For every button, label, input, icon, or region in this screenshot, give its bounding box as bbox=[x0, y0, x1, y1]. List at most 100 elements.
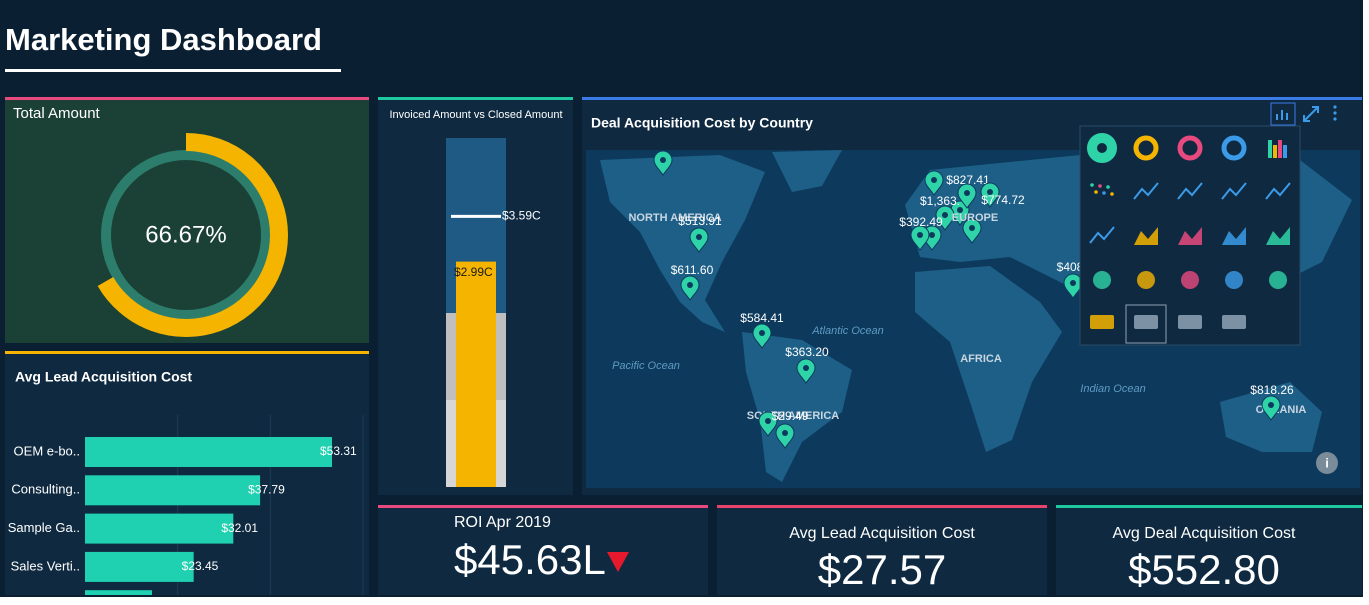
down-arrow bbox=[607, 552, 629, 572]
donut-ring bbox=[101, 150, 271, 320]
pin-dot bbox=[1070, 280, 1076, 286]
value-label: $37.79 bbox=[248, 482, 285, 496]
panel-title: Total Amount bbox=[13, 105, 101, 122]
ocean-label: Atlantic Ocean bbox=[811, 325, 884, 337]
panel-accent bbox=[1056, 505, 1362, 508]
bar-chart: OEM e-bo.. $53.31 Consulting.. $37.79 Sample… bbox=[8, 415, 364, 595]
title-underline bbox=[5, 69, 341, 72]
picker-icon bbox=[1089, 226, 1115, 244]
pin-dot bbox=[803, 365, 809, 371]
category-label: Sample Ga.. bbox=[8, 520, 80, 535]
panel-accent bbox=[582, 97, 1362, 100]
pin-dot bbox=[782, 430, 788, 436]
ocean-label: Indian Ocean bbox=[1080, 383, 1145, 395]
picker-icon bbox=[1222, 227, 1246, 245]
unlabeled-pins bbox=[653, 150, 982, 449]
value-label: $53.31 bbox=[320, 444, 357, 458]
picker-icon bbox=[1137, 271, 1155, 289]
picker-icon bbox=[1087, 133, 1117, 163]
pin-dot bbox=[687, 282, 693, 288]
picker-icon bbox=[1133, 182, 1159, 200]
panel-kpi bbox=[717, 505, 1047, 595]
bar bbox=[85, 437, 333, 467]
picker-icon bbox=[1225, 271, 1243, 289]
pin-dot bbox=[964, 190, 970, 196]
chart-type-button[interactable] bbox=[1270, 102, 1296, 126]
marker-label: $611.60 bbox=[671, 263, 714, 277]
bar bbox=[85, 590, 152, 595]
marker-label: $818.26 bbox=[1250, 383, 1294, 397]
continent bbox=[915, 266, 1062, 452]
continent bbox=[772, 150, 842, 192]
picker-icon bbox=[1106, 185, 1110, 189]
marker-label: $827.41 bbox=[946, 173, 990, 187]
category-label: OEM e-bo.. bbox=[14, 443, 80, 458]
expand-button[interactable] bbox=[1303, 106, 1319, 122]
panel-title: Avg Lead Acquisition Cost bbox=[15, 369, 192, 385]
pin-dot bbox=[765, 418, 771, 424]
panel-accent bbox=[378, 97, 573, 100]
panel-accent bbox=[5, 351, 369, 354]
kpi-title: Avg Lead Acquisition Cost bbox=[789, 525, 975, 542]
kpi-value: $45.63L bbox=[454, 536, 606, 583]
picker-icon bbox=[1273, 145, 1277, 158]
pin-dot bbox=[942, 212, 948, 218]
pin-dot bbox=[969, 225, 975, 231]
continent bbox=[742, 332, 852, 482]
bar-icon bbox=[1276, 110, 1288, 120]
picker-icon bbox=[1134, 227, 1158, 245]
picker-icon bbox=[1102, 191, 1106, 195]
picker-icon bbox=[1133, 135, 1159, 161]
info-button[interactable] bbox=[1316, 452, 1338, 474]
bullet-target-label: $3.59C bbox=[502, 209, 541, 223]
donut-label: 66.67% bbox=[145, 221, 226, 248]
kpi-title: Avg Deal Acquisition Cost bbox=[1113, 525, 1296, 542]
pin-dot bbox=[696, 234, 702, 240]
picker-box bbox=[1079, 125, 1301, 346]
panel-accent bbox=[717, 505, 1047, 508]
pin-dot bbox=[1268, 402, 1274, 408]
picker-icon bbox=[1221, 135, 1247, 161]
pin-dot bbox=[660, 157, 666, 163]
picker-icon bbox=[1090, 183, 1094, 187]
pin-dot bbox=[929, 232, 935, 238]
picker-icon bbox=[1093, 271, 1111, 289]
pin-dot bbox=[759, 330, 765, 336]
picker-icon bbox=[1094, 190, 1098, 194]
marker-label: $774.72 bbox=[981, 193, 1025, 207]
region-label: EUROPE bbox=[952, 212, 998, 224]
pin-dot bbox=[987, 189, 993, 195]
picker-icon bbox=[1269, 271, 1287, 289]
picker-icon bbox=[1177, 182, 1203, 200]
pin-dot bbox=[957, 207, 963, 213]
picker-icon bbox=[1134, 315, 1158, 329]
continent bbox=[600, 155, 765, 332]
ocean-label: Pacific Ocean bbox=[612, 360, 680, 372]
chart-type-picker bbox=[1079, 125, 1301, 346]
picker-icon bbox=[1268, 140, 1272, 158]
donut-arc bbox=[97, 133, 288, 337]
panel-kpi bbox=[1056, 505, 1362, 595]
category-label: Consulting.. bbox=[11, 482, 80, 497]
panel-title: Deal Acquisition Cost by Country bbox=[591, 115, 813, 131]
dashboard-title: Marketing Dashboard bbox=[5, 22, 322, 57]
picker-icon bbox=[1178, 315, 1202, 329]
menu-button[interactable] bbox=[1333, 105, 1337, 121]
panel-accent bbox=[378, 505, 708, 508]
region-label: NORTH AMERICA bbox=[628, 212, 721, 224]
marker-label: $584.41 bbox=[740, 311, 784, 325]
picker-icon bbox=[1265, 182, 1291, 200]
picker-icon bbox=[1222, 315, 1246, 329]
kpi-title: ROI Apr 2019 bbox=[454, 514, 551, 531]
region-label: AFRICA bbox=[960, 353, 1002, 365]
picker-icon bbox=[1098, 184, 1102, 188]
marker-label: $363.20 bbox=[785, 345, 829, 359]
picker-icon bbox=[1110, 192, 1114, 196]
marker-label: $392.49 bbox=[899, 215, 943, 229]
pin-dot bbox=[931, 177, 937, 183]
bar bbox=[85, 475, 261, 506]
category-label: Sales Verti.. bbox=[11, 558, 80, 573]
kpi-value: $552.80 bbox=[1128, 546, 1280, 593]
